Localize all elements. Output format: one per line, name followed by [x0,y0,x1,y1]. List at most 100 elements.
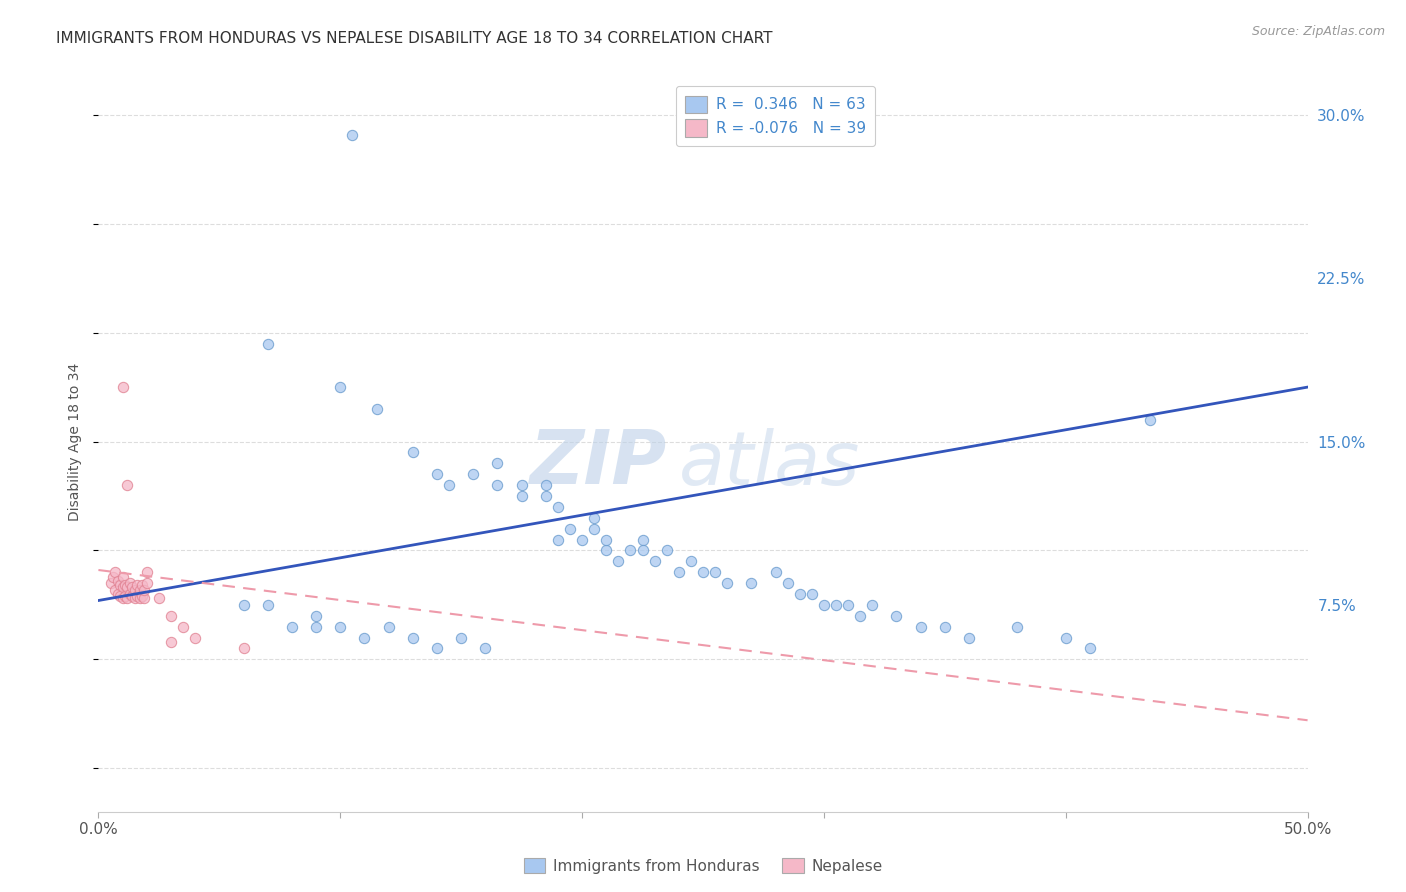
Point [118,576,141,591]
Point [184,631,207,645]
Point [426,467,449,482]
Point [558,522,581,536]
Point [117,478,139,492]
Point [595,543,617,558]
Point [256,336,278,351]
Text: IMMIGRANTS FROM HONDURAS VS NEPALESE DISABILITY AGE 18 TO 34 CORRELATION CHART: IMMIGRANTS FROM HONDURAS VS NEPALESE DIS… [56,31,773,46]
Point [595,533,617,547]
Point [134,591,156,606]
Point [128,591,150,606]
Point [121,581,143,595]
Point [124,591,146,606]
Point [583,522,606,536]
Point [437,478,460,492]
Point [101,569,124,583]
Point [160,608,183,623]
Point [111,380,134,394]
Point [1078,641,1101,656]
Point [353,631,375,645]
Point [474,641,496,656]
Point [849,608,872,623]
Point [1054,631,1077,645]
Point [934,619,956,633]
Point [668,565,690,579]
Point [108,578,131,592]
Point [547,500,569,514]
Point [1139,413,1161,427]
Point [631,543,654,558]
Point [800,587,823,601]
Point [111,591,134,606]
Point [837,598,859,612]
Y-axis label: Disability Age 18 to 34: Disability Age 18 to 34 [69,362,83,521]
Point [860,598,883,612]
Point [107,587,129,601]
Point [463,467,485,482]
Point [117,591,139,606]
Point [127,578,149,592]
Point [329,380,352,394]
Point [402,445,425,459]
Point [910,619,932,633]
Point [957,631,980,645]
Point [571,533,593,547]
Point [135,565,157,579]
Point [402,631,425,645]
Point [534,478,557,492]
Point [631,533,654,547]
Point [366,401,388,416]
Point [1007,619,1029,633]
Point [131,589,153,603]
Point [111,581,134,595]
Point [765,565,787,579]
Legend: R =  0.346   N = 63, R = -0.076   N = 39: R = 0.346 N = 63, R = -0.076 N = 39 [676,87,875,146]
Point [256,598,278,612]
Point [329,619,352,633]
Point [704,565,727,579]
Point [450,631,472,645]
Point [547,533,569,547]
Point [232,598,254,612]
Point [107,574,129,588]
Point [776,576,799,591]
Point [377,619,399,633]
Point [619,543,641,558]
Point [679,554,702,568]
Point [789,587,811,601]
Point [281,619,304,633]
Point [534,489,557,503]
Point [108,589,131,603]
Point [486,456,509,470]
Point [128,582,150,597]
Point [813,598,835,612]
Point [692,565,714,579]
Text: Source: ZipAtlas.com: Source: ZipAtlas.com [1251,25,1385,38]
Point [117,581,139,595]
Point [114,589,136,603]
Text: atlas: atlas [679,428,860,500]
Point [716,576,738,591]
Point [124,582,146,597]
Point [607,554,630,568]
Point [135,576,157,591]
Point [510,489,533,503]
Point [305,608,328,623]
Point [426,641,449,656]
Point [886,608,908,623]
Point [114,578,136,592]
Point [118,587,141,601]
Point [127,589,149,603]
Point [104,582,127,597]
Text: ZIP: ZIP [530,427,666,500]
Point [160,635,183,649]
Point [342,128,364,142]
Point [305,619,328,633]
Point [583,510,606,524]
Point [740,576,762,591]
Point [510,478,533,492]
Point [100,576,122,591]
Legend: Immigrants from Honduras, Nepalese: Immigrants from Honduras, Nepalese [517,852,889,880]
Point [134,582,156,597]
Point [655,543,678,558]
Point [148,591,170,606]
